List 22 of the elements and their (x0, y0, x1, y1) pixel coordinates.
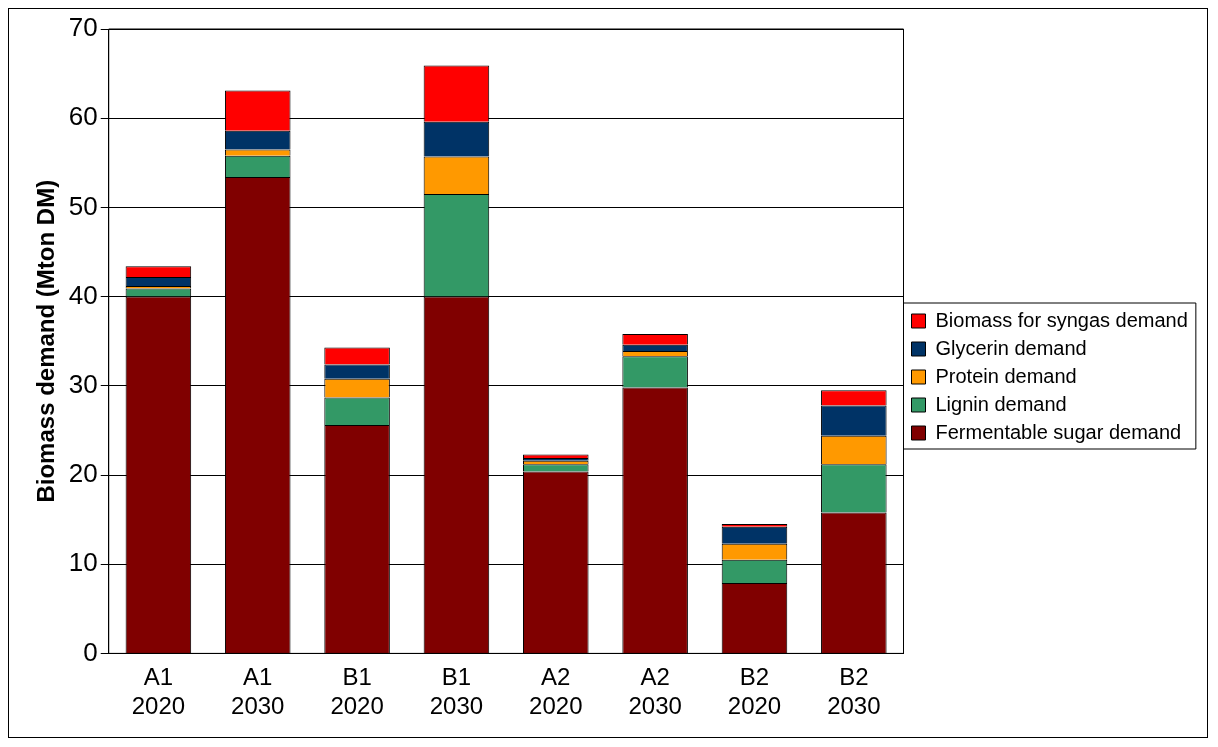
y-tick-label: 40 (68, 279, 98, 310)
x-tick-label: A2 2030 (628, 663, 682, 720)
y-axis-title: Biomass demand (Mton DM) (32, 179, 60, 503)
legend-label: Protein demand (935, 364, 1077, 387)
legend-label: Biomass for syngas demand (935, 308, 1188, 331)
y-tick-label: 10 (68, 547, 98, 578)
y-tick-label: 60 (68, 101, 98, 132)
y-tick-label: 30 (68, 368, 98, 399)
x-tick-label: B1 2030 (429, 663, 484, 720)
x-tick-label: A1 2030 (231, 663, 285, 720)
y-tick-label: 0 (83, 636, 98, 667)
y-tick-label: 20 (68, 458, 98, 489)
x-tick-label: B2 2020 (727, 663, 782, 720)
x-tick-label: B2 2030 (827, 663, 881, 720)
x-tick-label: B1 2020 (330, 663, 384, 720)
x-tick-label: A1 2020 (131, 663, 186, 720)
legend-label: Lignin demand (935, 392, 1067, 415)
legend-label: Fermentable sugar demand (935, 420, 1182, 443)
x-tick-label: A2 2020 (529, 663, 583, 720)
y-tick-label: 50 (68, 190, 98, 221)
legend-label: Glycerin demand (935, 336, 1087, 359)
y-tick-label: 70 (68, 12, 98, 43)
